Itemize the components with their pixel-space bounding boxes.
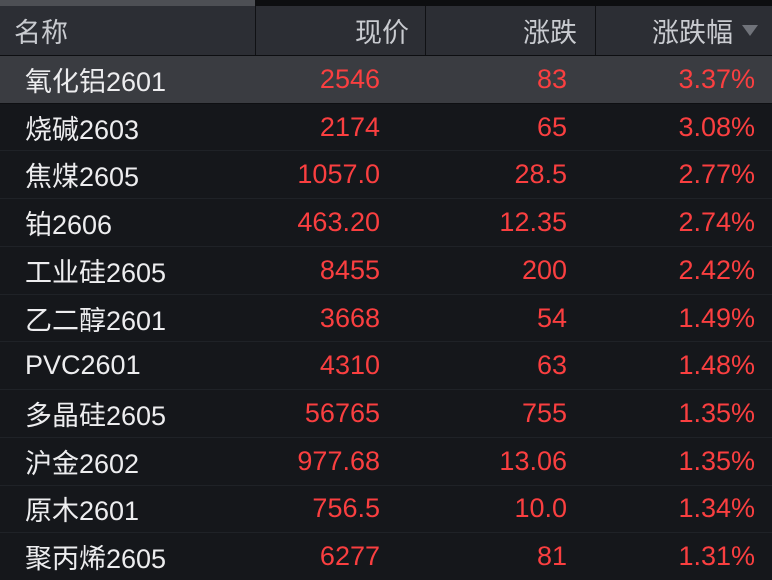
change-percent: 3.08% — [678, 111, 755, 142]
column-header-last-price[interactable]: 现价 — [256, 6, 426, 55]
table-row[interactable]: 沪金2602 977.68 13.06 1.35% — [0, 436, 772, 485]
change-percent: 3.37% — [678, 63, 755, 94]
price-change: 10.0 — [514, 493, 567, 524]
top-edge-strip-left — [0, 0, 256, 6]
contract-name: 聚丙烯2605 — [25, 544, 167, 575]
price-change: 200 — [521, 254, 567, 285]
last-price: 756.5 — [312, 493, 380, 524]
last-price: 3668 — [319, 302, 380, 333]
top-edge-strip-right — [256, 0, 772, 6]
column-header-change[interactable]: 涨跌 — [426, 6, 596, 55]
table-row[interactable]: PVC2601 4310 63 1.48% — [0, 341, 772, 389]
change-percent: 2.74% — [678, 207, 755, 238]
change-percent: 1.31% — [678, 541, 755, 572]
column-header-name[interactable]: 名称 — [0, 6, 256, 55]
column-header-name-label: 名称 — [14, 18, 68, 48]
sort-descending-caret-icon — [742, 25, 758, 36]
column-header-last-price-label: 现价 — [355, 18, 409, 48]
column-header-change-percent-label: 涨跌幅 — [652, 18, 733, 48]
table-header: 名称 现价 涨跌 涨跌幅 — [0, 6, 772, 56]
table-row[interactable]: 铂2606 463.20 12.35 2.74% — [0, 198, 772, 246]
change-percent: 1.48% — [678, 350, 755, 381]
contract-name: 工业硅2605 — [25, 257, 167, 288]
contract-name: 烧碱2603 — [25, 114, 140, 145]
table-row[interactable]: 工业硅2605 8455 200 2.42% — [0, 245, 772, 294]
last-price: 2174 — [319, 111, 380, 142]
price-change: 755 — [521, 398, 567, 428]
price-change: 28.5 — [514, 159, 567, 190]
price-change: 83 — [536, 63, 567, 94]
table-row[interactable]: 烧碱2603 2174 65 3.08% — [0, 102, 772, 151]
last-price: 56765 — [304, 398, 380, 428]
price-change: 13.06 — [499, 445, 567, 476]
contract-name: 焦煤2605 — [25, 162, 140, 193]
table-row[interactable]: 乙二醇2601 3668 54 1.49% — [0, 293, 772, 342]
column-header-change-label: 涨跌 — [523, 18, 577, 48]
table-row[interactable]: 焦煤2605 1057.0 28.5 2.77% — [0, 150, 772, 198]
contract-name: 沪金2602 — [25, 448, 140, 479]
contract-name: 氧化铝2601 — [25, 66, 167, 97]
price-change: 63 — [536, 350, 567, 381]
price-change: 65 — [536, 111, 567, 142]
last-price: 2546 — [319, 63, 380, 94]
table-row[interactable]: 多晶硅2605 56765 755 1.35% — [0, 389, 772, 437]
last-price: 4310 — [319, 350, 380, 381]
last-price: 977.68 — [297, 445, 380, 476]
last-price: 1057.0 — [297, 159, 380, 190]
table-body: 氧化铝2601 2546 83 3.37% 烧碱2603 2174 65 3.0… — [0, 56, 772, 580]
change-percent: 1.34% — [678, 493, 755, 524]
contract-name: 多晶硅2605 — [25, 401, 167, 431]
contract-name: 乙二醇2601 — [25, 305, 167, 336]
change-percent: 2.42% — [678, 254, 755, 285]
last-price: 463.20 — [297, 207, 380, 238]
table-row[interactable]: 氧化铝2601 2546 83 3.37% — [0, 56, 772, 103]
change-percent: 1.49% — [678, 302, 755, 333]
contract-name: PVC2601 — [25, 350, 141, 381]
contract-name: 铂2606 — [25, 210, 113, 241]
change-percent: 1.35% — [678, 398, 755, 428]
change-percent: 1.35% — [678, 445, 755, 476]
price-change: 54 — [536, 302, 567, 333]
column-header-change-percent[interactable]: 涨跌幅 — [596, 6, 772, 55]
price-change: 81 — [536, 541, 567, 572]
contract-name: 原木2601 — [25, 496, 140, 527]
top-edge-strip — [0, 0, 772, 6]
price-change: 12.35 — [499, 207, 567, 238]
change-percent: 2.77% — [678, 159, 755, 190]
table-row[interactable]: 原木2601 756.5 10.0 1.34% — [0, 484, 772, 533]
last-price: 8455 — [319, 254, 380, 285]
last-price: 6277 — [319, 541, 380, 572]
table-row[interactable]: 聚丙烯2605 6277 81 1.31% — [0, 532, 772, 580]
